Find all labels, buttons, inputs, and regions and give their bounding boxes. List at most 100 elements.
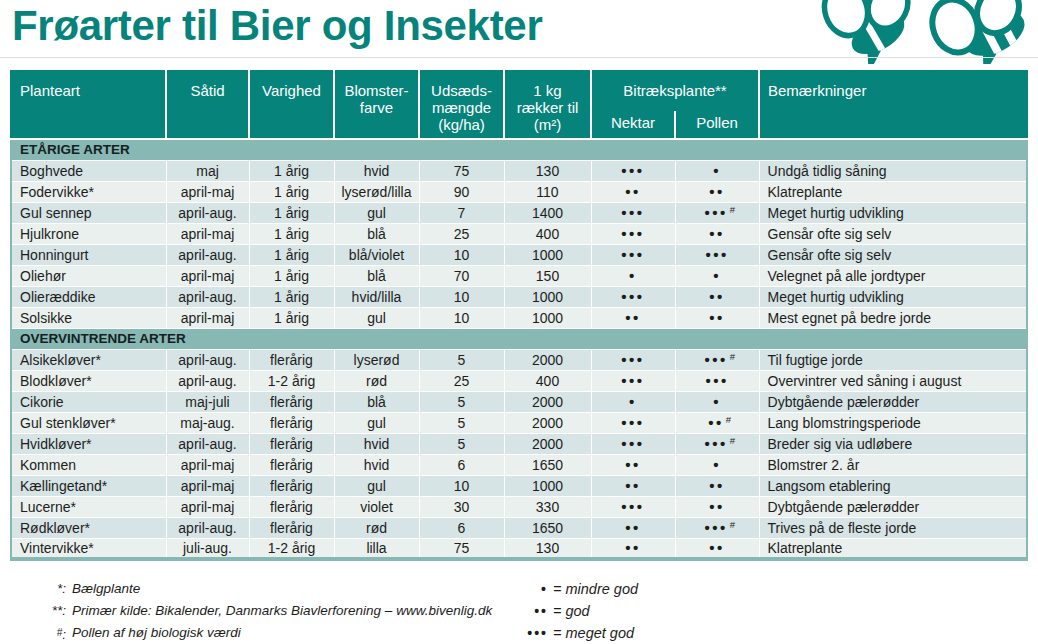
legend-dots: ••• — [508, 622, 548, 644]
seed-table-wrap: Planteart Såtid Varighed Blomster-farve … — [10, 70, 1026, 561]
cell-nektar: • — [591, 265, 675, 286]
cell-satid: april-maj — [166, 307, 249, 328]
footnote: **:Primær kilde: Bikalender, Danmarks Bi… — [14, 600, 492, 622]
cell-pollen: •••# — [675, 202, 759, 223]
cell-satid: april-aug. — [166, 517, 249, 538]
table-row: Gul sennepapril-aug.1 åriggul71400••••••… — [11, 202, 1027, 223]
footnote-text: Pollen af høj biologisk værdi — [66, 622, 241, 644]
col-header-bitraeksplante: Bitræksplante** — [591, 71, 759, 111]
cell-raekker: 1000 — [504, 475, 591, 496]
cell-varighed: flerårig — [249, 454, 334, 475]
cell-satid: april-aug. — [166, 433, 249, 454]
legend-dots: • — [508, 578, 548, 600]
cell-blomsterfarve: rød — [334, 370, 419, 391]
col-header-raekker: 1 kgrækker til(m²) — [504, 71, 591, 139]
cell-varighed: flerårig — [249, 517, 334, 538]
table-body: ETÅRIGE ARTERBoghvedemaj1 årighvid75130•… — [11, 139, 1027, 559]
cell-planteart: Blodkløver* — [11, 370, 166, 391]
cell-varighed: 1 årig — [249, 244, 334, 265]
cell-blomsterfarve: blå — [334, 391, 419, 412]
cell-bemaerkning: Undgå tidlig såning — [759, 160, 1027, 181]
footnote-text: Bælgplante — [66, 578, 140, 600]
table-row: Solsikkeapril-maj1 åriggul101000••••Mest… — [11, 307, 1027, 328]
cell-pollen: •••# — [675, 517, 759, 538]
cell-satid: maj — [166, 160, 249, 181]
cell-varighed: flerårig — [249, 391, 334, 412]
cell-bemaerkning: Mest egnet på bedre jorde — [759, 307, 1027, 328]
cell-raekker: 2000 — [504, 391, 591, 412]
cell-udsaedsmaengde: 30 — [419, 496, 504, 517]
cell-udsaedsmaengde: 25 — [419, 370, 504, 391]
cell-planteart: Oliehør — [11, 265, 166, 286]
cell-varighed: 1-2 årig — [249, 370, 334, 391]
legend-label: = mindre god — [548, 578, 638, 600]
cell-udsaedsmaengde: 90 — [419, 181, 504, 202]
col-header-pollen: Pollen — [675, 111, 759, 139]
page-title: Frøarter til Bier og Insekter — [12, 5, 542, 47]
cell-satid: april-aug. — [166, 244, 249, 265]
cell-planteart: Rødkløver* — [11, 517, 166, 538]
table-row: Gul stenkløver*maj-aug.fleråriggul52000•… — [11, 412, 1027, 433]
cell-nektar: ••• — [591, 160, 675, 181]
cell-varighed: flerårig — [249, 475, 334, 496]
cell-blomsterfarve: gul — [334, 412, 419, 433]
divider-line — [0, 57, 1038, 58]
legend-label: = meget god — [548, 622, 634, 644]
cell-raekker: 400 — [504, 370, 591, 391]
cell-bemaerkning: Gensår ofte sig selv — [759, 244, 1027, 265]
col-header-satid: Såtid — [166, 71, 249, 139]
cell-pollen: •• — [675, 286, 759, 307]
legend-dots: •• — [508, 600, 548, 622]
cell-pollen: • — [675, 265, 759, 286]
cell-udsaedsmaengde: 6 — [419, 517, 504, 538]
cell-blomsterfarve: hvid — [334, 160, 419, 181]
cell-pollen: •• — [675, 307, 759, 328]
cell-planteart: Lucerne* — [11, 496, 166, 517]
cell-udsaedsmaengde: 75 — [419, 538, 504, 559]
cell-nektar: •• — [591, 454, 675, 475]
table-row: Hjulkroneapril-maj1 årigblå25400•••••Gen… — [11, 223, 1027, 244]
cell-blomsterfarve: lilla — [334, 538, 419, 559]
cell-planteart: Hvidkløver* — [11, 433, 166, 454]
cell-bemaerkning: Breder sig via udløbere — [759, 433, 1027, 454]
cell-planteart: Hjulkrone — [11, 223, 166, 244]
cell-varighed: flerårig — [249, 496, 334, 517]
cell-satid: april-maj — [166, 265, 249, 286]
table-header: Planteart Såtid Varighed Blomster-farve … — [11, 71, 1027, 139]
cell-udsaedsmaengde: 5 — [419, 349, 504, 370]
cell-raekker: 2000 — [504, 412, 591, 433]
cell-bemaerkning: Velegnet på alle jordtyper — [759, 265, 1027, 286]
cell-nektar: •• — [591, 181, 675, 202]
cell-blomsterfarve: hvid — [334, 454, 419, 475]
legend-item: •••= meget god — [508, 622, 638, 644]
cell-satid: april-aug. — [166, 202, 249, 223]
cell-satid: april-maj — [166, 223, 249, 244]
cell-satid: april-maj — [166, 496, 249, 517]
cell-bemaerkning: Gensår ofte sig selv — [759, 223, 1027, 244]
cell-raekker: 2000 — [504, 349, 591, 370]
table-row: Fodervikke*april-maj1 åriglyserød/lilla9… — [11, 181, 1027, 202]
cell-pollen: •• — [675, 181, 759, 202]
cell-varighed: flerårig — [249, 349, 334, 370]
cell-raekker: 110 — [504, 181, 591, 202]
cell-pollen: •••# — [675, 349, 759, 370]
cell-satid: juli-aug. — [166, 538, 249, 559]
cell-blomsterfarve: hvid — [334, 433, 419, 454]
cell-udsaedsmaengde: 5 — [419, 433, 504, 454]
table-row: Honningurtapril-aug.1 årigblå/violet1010… — [11, 244, 1027, 265]
cell-bemaerkning: Klatreplante — [759, 181, 1027, 202]
cell-varighed: 1 årig — [249, 265, 334, 286]
footnote: #:Pollen af høj biologisk værdi — [14, 622, 492, 644]
cell-pollen: •• — [675, 496, 759, 517]
cell-nektar: •• — [591, 517, 675, 538]
cell-bemaerkning: Dybtgående pælerødder — [759, 496, 1027, 517]
cell-varighed: 1 årig — [249, 202, 334, 223]
cell-planteart: Alsikekløver* — [11, 349, 166, 370]
cell-bemaerkning: Langsom etablering — [759, 475, 1027, 496]
cell-satid: april-aug. — [166, 286, 249, 307]
cell-blomsterfarve: hvid/lilla — [334, 286, 419, 307]
cell-satid: april-maj — [166, 475, 249, 496]
cell-raekker: 130 — [504, 538, 591, 559]
cell-nektar: • — [591, 391, 675, 412]
cell-nektar: ••• — [591, 286, 675, 307]
